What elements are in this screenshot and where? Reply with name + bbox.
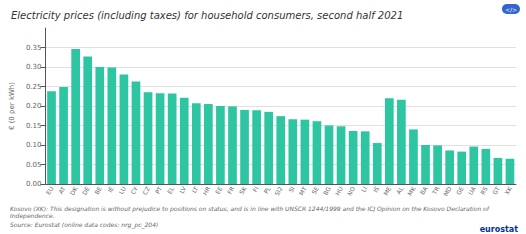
svg-text:LV: LV	[178, 184, 188, 194]
svg-text:0.00: 0.00	[26, 180, 42, 188]
svg-text:GT: GT	[491, 185, 501, 196]
svg-text:GE: GE	[454, 185, 464, 196]
svg-text:UA: UA	[467, 184, 478, 196]
svg-text:NO: NO	[346, 185, 357, 197]
svg-text:CY: CY	[129, 185, 139, 195]
svg-text:0.15: 0.15	[26, 122, 42, 130]
svg-text:RS: RS	[479, 185, 489, 196]
svg-text:0.20: 0.20	[26, 102, 42, 110]
svg-text:DK: DK	[68, 184, 79, 196]
svg-text:MK: MK	[406, 184, 417, 196]
svg-text:Electricity prices (including: Electricity prices (including taxes) for…	[11, 10, 403, 21]
svg-text:ME: ME	[382, 185, 393, 196]
svg-text:TR: TR	[430, 185, 440, 196]
svg-text:SI2: SI2	[273, 185, 284, 197]
svg-text:MD: MD	[442, 185, 453, 197]
svg-text:€ (0 per kWh): € (0 per kWh)	[8, 82, 16, 130]
svg-text:SK: SK	[238, 184, 248, 195]
svg-text:PL: PL	[262, 185, 272, 195]
svg-text:0.25: 0.25	[26, 83, 42, 91]
svg-text:FR: FR	[226, 185, 236, 195]
svg-text:EU: EU	[44, 185, 54, 196]
svg-text:HU: HU	[334, 185, 345, 196]
svg-text:EL: EL	[166, 185, 176, 195]
svg-text:LU: LU	[117, 185, 127, 195]
svg-text:BA: BA	[418, 184, 429, 195]
svg-text:SE: SE	[310, 185, 320, 195]
svg-text:0.35: 0.35	[26, 44, 42, 52]
svg-text:SI: SI	[287, 185, 296, 194]
svg-text:FI: FI	[251, 185, 260, 193]
svg-text:IS: IS	[371, 185, 380, 193]
svg-text:BE: BE	[93, 185, 103, 196]
svg-text:CZ: CZ	[141, 185, 151, 196]
svg-text:LI: LI	[360, 185, 369, 193]
svg-text:AT: AT	[57, 185, 67, 195]
svg-text:Independence.: Independence.	[10, 212, 55, 220]
svg-text:AL: AL	[395, 185, 405, 196]
svg-text:BG: BG	[322, 185, 333, 196]
svg-text:Kosovo (XK): This designation: Kosovo (XK): This designation is without…	[10, 205, 491, 213]
svg-text:IE: IE	[106, 185, 115, 193]
svg-text:EE: EE	[214, 185, 224, 195]
svg-text:XK: XK	[503, 184, 514, 195]
svg-text:PT: PT	[153, 185, 163, 195]
svg-text:0.30: 0.30	[26, 63, 42, 71]
svg-text:MT: MT	[297, 185, 308, 196]
svg-text:eurostat: eurostat	[480, 225, 519, 234]
svg-text:Source: Eurostat (online data: Source: Eurostat (online data codes: nrg…	[10, 221, 158, 229]
svg-text:DE: DE	[80, 185, 90, 196]
svg-text:0.10: 0.10	[26, 141, 42, 149]
svg-text:0.05: 0.05	[26, 161, 42, 169]
svg-text:HR: HR	[201, 185, 211, 196]
svg-text:</>: </>	[505, 6, 517, 13]
svg-text:LT: LT	[190, 185, 199, 194]
